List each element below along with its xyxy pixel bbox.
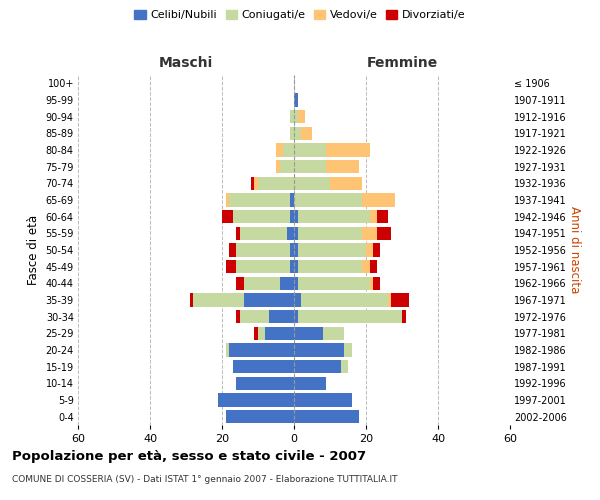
Bar	[298, 244, 366, 256]
Bar	[269, 310, 294, 324]
Text: Popolazione per età, sesso e stato civile - 2007: Popolazione per età, sesso e stato civil…	[12, 450, 366, 463]
Bar	[280, 160, 294, 173]
Bar	[362, 194, 395, 206]
Bar	[251, 176, 254, 190]
Bar	[294, 410, 359, 424]
Bar	[240, 310, 269, 324]
Bar	[258, 326, 265, 340]
Bar	[229, 344, 294, 356]
Bar	[294, 244, 298, 256]
Bar	[366, 244, 373, 256]
Bar	[229, 194, 290, 206]
Legend: Celibi/Nubili, Coniugati/e, Vedovi/e, Divorziati/e: Celibi/Nubili, Coniugati/e, Vedovi/e, Di…	[130, 6, 470, 25]
Bar	[240, 226, 287, 240]
Bar	[370, 260, 377, 274]
Bar	[290, 210, 294, 224]
Bar	[226, 194, 229, 206]
Text: COMUNE DI COSSERIA (SV) - Dati ISTAT 1° gennaio 2007 - Elaborazione TUTTITALIA.I: COMUNE DI COSSERIA (SV) - Dati ISTAT 1° …	[12, 475, 398, 484]
Bar	[290, 244, 294, 256]
Bar	[294, 194, 362, 206]
Bar	[190, 294, 193, 306]
Bar	[276, 144, 283, 156]
Bar	[377, 210, 388, 224]
Bar	[290, 126, 294, 140]
Bar	[370, 210, 377, 224]
Bar	[294, 310, 298, 324]
Bar	[236, 226, 240, 240]
Bar	[294, 110, 298, 124]
Bar	[294, 276, 298, 290]
Bar	[193, 294, 244, 306]
Bar	[280, 276, 294, 290]
Bar	[388, 294, 391, 306]
Text: Femmine: Femmine	[367, 56, 437, 70]
Bar	[290, 260, 294, 274]
Bar	[373, 276, 380, 290]
Y-axis label: Fasce di età: Fasce di età	[27, 215, 40, 285]
Bar	[258, 176, 294, 190]
Bar	[294, 94, 298, 106]
Bar	[294, 394, 352, 406]
Bar	[326, 144, 370, 156]
Bar	[326, 160, 359, 173]
Bar	[233, 210, 290, 224]
Bar	[229, 244, 236, 256]
Bar	[233, 360, 294, 374]
Bar	[287, 226, 294, 240]
Bar	[294, 260, 298, 274]
Bar	[294, 176, 330, 190]
Bar	[236, 260, 290, 274]
Bar	[294, 226, 298, 240]
Bar	[265, 326, 294, 340]
Bar	[362, 260, 370, 274]
Bar	[226, 260, 236, 274]
Text: Maschi: Maschi	[159, 56, 213, 70]
Bar	[341, 360, 348, 374]
Bar	[294, 160, 326, 173]
Bar	[222, 210, 233, 224]
Bar	[301, 294, 388, 306]
Bar	[402, 310, 406, 324]
Bar	[294, 144, 326, 156]
Bar	[301, 126, 312, 140]
Bar	[290, 194, 294, 206]
Bar	[244, 294, 294, 306]
Bar	[298, 210, 370, 224]
Bar	[294, 344, 344, 356]
Bar	[283, 144, 294, 156]
Bar	[377, 226, 391, 240]
Bar	[373, 244, 380, 256]
Bar	[290, 110, 294, 124]
Bar	[294, 126, 301, 140]
Bar	[370, 276, 373, 290]
Y-axis label: Anni di nascita: Anni di nascita	[568, 206, 581, 294]
Bar	[236, 276, 244, 290]
Bar	[226, 344, 229, 356]
Bar	[298, 226, 362, 240]
Bar	[298, 110, 305, 124]
Bar	[236, 244, 290, 256]
Bar	[294, 376, 326, 390]
Bar	[254, 326, 258, 340]
Bar	[391, 294, 409, 306]
Bar	[298, 310, 402, 324]
Bar	[344, 344, 352, 356]
Bar	[244, 276, 280, 290]
Bar	[294, 294, 301, 306]
Bar	[294, 326, 323, 340]
Bar	[294, 360, 341, 374]
Bar	[298, 260, 362, 274]
Bar	[298, 276, 370, 290]
Bar	[276, 160, 280, 173]
Bar	[323, 326, 344, 340]
Bar	[236, 310, 240, 324]
Bar	[294, 210, 298, 224]
Bar	[236, 376, 294, 390]
Bar	[330, 176, 362, 190]
Bar	[218, 394, 294, 406]
Bar	[226, 410, 294, 424]
Bar	[254, 176, 258, 190]
Bar	[362, 226, 377, 240]
